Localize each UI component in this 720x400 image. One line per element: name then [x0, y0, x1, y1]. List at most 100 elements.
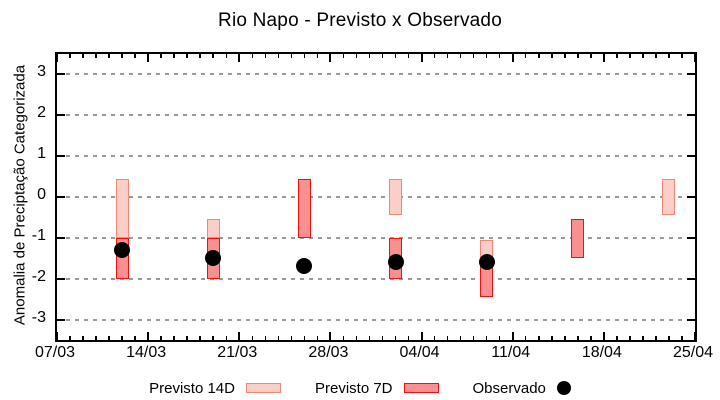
x-tick-top-day7: [147, 54, 150, 62]
x-tick-top-day45: [642, 54, 644, 58]
x-tick-top-day47: [668, 54, 670, 58]
x-tick-top-day29: [433, 54, 436, 58]
legend-label-previsto-14d: Previsto 14D: [149, 379, 235, 397]
x-tick-bottom-day5: [121, 336, 123, 340]
x-tick-top-day38: [551, 54, 553, 58]
x-tick-bottom-day19: [303, 336, 306, 340]
x-tick-top-day32: [472, 54, 475, 58]
x-tick-top-day12: [212, 54, 214, 58]
x-tick-top-day33: [485, 54, 488, 58]
x-tick-top-day14: [238, 54, 241, 62]
y-tick-right--2: [687, 277, 695, 280]
x-tick-bottom-day21: [329, 332, 332, 340]
bar-previsto-14d-19-03: [206, 219, 220, 238]
x-tick-bottom-day48: [681, 336, 683, 340]
x-tick-bottom-day8: [160, 336, 162, 340]
x-tick-top-day22: [342, 54, 345, 58]
legend: Previsto 14D Previsto 7D Observado: [0, 377, 720, 399]
x-tick-bottom-day30: [446, 336, 449, 340]
legend-label-previsto-7d: Previsto 7D: [314, 379, 393, 397]
x-tick-label-07-03: 07/03: [34, 344, 76, 361]
x-tick-top-day2: [82, 54, 84, 58]
x-tick-top-day6: [134, 54, 136, 58]
x-tick-top-day40: [577, 54, 579, 58]
y-tick-right-0: [687, 196, 695, 198]
x-tick-label-04-04: 04/04: [399, 344, 440, 361]
x-tick-top-day37: [538, 54, 540, 58]
x-tick-top-day36: [524, 54, 527, 58]
x-tick-bottom-day28: [420, 332, 423, 340]
x-tick-bottom-day7: [147, 332, 150, 340]
x-tick-bottom-day10: [186, 336, 188, 340]
x-tick-label-28-03: 28/03: [308, 344, 349, 361]
gridline-y-3: [57, 73, 695, 76]
x-tick-bottom-day23: [355, 336, 358, 340]
x-tick-top-day11: [199, 54, 201, 58]
x-tick-bottom-day15: [251, 336, 254, 340]
x-tick-bottom-day40: [577, 336, 579, 340]
x-tick-top-day35: [511, 54, 514, 62]
x-tick-bottom-day22: [342, 336, 345, 340]
x-tick-bottom-day1: [69, 336, 71, 340]
x-tick-label-11-04: 11/04: [491, 344, 531, 361]
y-tick-label-1: 1: [37, 145, 46, 163]
x-tick-top-day17: [277, 54, 280, 58]
chart-title: Rio Napo - Previsto x Observado: [218, 10, 502, 31]
x-tick-bottom-day29: [433, 336, 436, 340]
x-tick-bottom-day0: [56, 332, 58, 340]
legend-item-previsto-14d: Previsto 14D: [149, 380, 281, 397]
x-tick-bottom-day37: [538, 336, 540, 340]
x-tick-bottom-day6: [134, 336, 136, 340]
x-tick-top-day28: [420, 54, 423, 62]
y-tick-label--3: -3: [31, 308, 46, 326]
x-tick-top-day10: [186, 54, 188, 58]
x-tick-bottom-day11: [199, 336, 201, 340]
x-tick-bottom-day35: [511, 332, 514, 340]
bar-previsto-7d-26-03: [297, 178, 311, 238]
x-tick-bottom-day18: [290, 336, 293, 340]
x-tick-bottom-day49: [694, 332, 696, 340]
x-tick-bottom-day44: [629, 336, 631, 340]
observado-point-19-03: [205, 250, 222, 267]
x-tick-bottom-day3: [95, 336, 97, 340]
previsto-7d-swatch-icon: [403, 383, 439, 393]
x-tick-top-day31: [459, 54, 462, 58]
x-tick-top-day16: [264, 54, 267, 58]
observado-dot-icon: [556, 381, 571, 395]
x-tick-bottom-day25: [381, 336, 384, 340]
y-tick-left--3: [57, 318, 65, 321]
x-tick-bottom-day38: [551, 336, 553, 340]
previsto-14d-swatch-icon: [245, 383, 281, 393]
x-tick-label-14-03: 14/03: [126, 344, 167, 361]
x-tick-bottom-day4: [108, 336, 110, 340]
gridline-y--2: [57, 277, 695, 280]
y-tick-right-2: [687, 114, 695, 117]
x-tick-top-day46: [655, 54, 657, 58]
x-tick-top-day39: [564, 54, 566, 58]
observado-point-12-03: [114, 242, 131, 259]
x-tick-bottom-day26: [394, 336, 397, 340]
bar-previsto-14d-02-04: [389, 178, 403, 216]
x-tick-bottom-day42: [602, 332, 605, 340]
x-tick-top-day13: [225, 54, 227, 58]
x-tick-bottom-day47: [668, 336, 670, 340]
bar-previsto-14d-23-04: [662, 178, 676, 216]
bar-previsto-7d-16-04: [571, 219, 585, 259]
x-tick-label-21-03: 21/03: [217, 344, 258, 361]
y-tick-label-3: 3: [37, 63, 46, 81]
x-tick-bottom-day9: [173, 336, 175, 340]
x-tick-top-day4: [108, 54, 110, 58]
x-tick-bottom-day27: [407, 336, 410, 340]
x-tick-bottom-day17: [277, 336, 280, 340]
x-tick-bottom-day46: [655, 336, 657, 340]
x-tick-bottom-day32: [472, 336, 475, 340]
y-tick-right-3: [687, 73, 695, 76]
x-tick-top-day30: [446, 54, 449, 58]
x-tick-bottom-day43: [616, 336, 618, 340]
y-tick-left-2: [57, 114, 65, 117]
x-tick-top-day44: [629, 54, 631, 58]
x-tick-top-day24: [368, 54, 371, 58]
bar-previsto-14d-12-03: [115, 178, 129, 238]
x-tick-top-day3: [95, 54, 97, 58]
x-tick-top-day48: [681, 54, 683, 58]
